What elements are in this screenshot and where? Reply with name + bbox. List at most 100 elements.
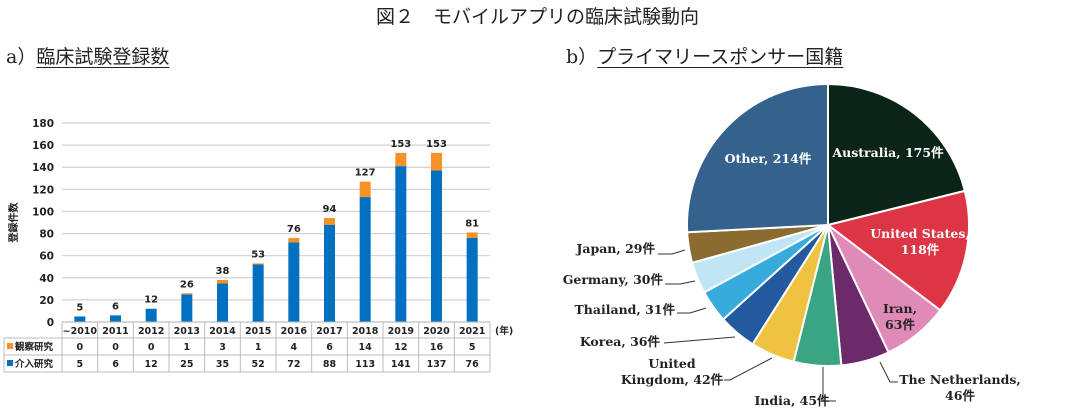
bar-観察研究 xyxy=(466,232,478,238)
legend-swatch xyxy=(7,343,13,349)
x-tick-label: 2018 xyxy=(352,326,379,337)
bar-介入研究 xyxy=(217,283,228,322)
total-label: 6 xyxy=(112,301,119,312)
y-tick-label: 0 xyxy=(47,317,54,329)
legend-label: 介入研究 xyxy=(14,358,54,370)
x-tick-label: 2016 xyxy=(281,326,308,337)
pie-label-thailand: Thailand, 31件 xyxy=(574,302,675,317)
bar-観察研究 xyxy=(181,293,193,295)
table-value: 4 xyxy=(291,342,298,353)
leader-line xyxy=(822,367,836,402)
table-value: 12 xyxy=(145,359,158,370)
bar-介入研究 xyxy=(431,170,442,322)
total-label: 153 xyxy=(426,139,447,150)
x-tick-label: 2020 xyxy=(423,326,450,337)
panel-a-heading: a）臨床試験登録数 xyxy=(6,42,169,69)
x-tick-label: 2012 xyxy=(138,326,164,337)
x-tick-label: 2015 xyxy=(245,326,271,337)
y-tick-label: 20 xyxy=(39,295,54,307)
panel-b-prefix: b） xyxy=(566,46,598,68)
total-label: 127 xyxy=(355,168,376,179)
bar-観察研究 xyxy=(359,181,371,198)
y-tick-label: 40 xyxy=(39,273,54,285)
leader-line xyxy=(665,280,696,285)
panel-b-heading: b）プライマリースポンサー国籍 xyxy=(566,42,843,69)
y-tick-label: 180 xyxy=(32,118,54,130)
table-value: 141 xyxy=(391,359,411,370)
pie-slice-australia xyxy=(827,82,967,227)
table-value: 5 xyxy=(77,359,84,370)
y-tick-label: 140 xyxy=(32,162,54,174)
bar-介入研究 xyxy=(324,224,335,322)
bar-介入研究 xyxy=(288,242,300,322)
pie-label-other: Other, 214件 xyxy=(725,151,812,166)
leader-line xyxy=(879,361,898,383)
x-tick-label: 2017 xyxy=(316,326,342,337)
bar-介入研究 xyxy=(181,294,193,322)
legend-label: 観察研究 xyxy=(15,341,54,353)
bar-介入研究 xyxy=(395,166,407,322)
y-tick-label: 160 xyxy=(32,140,54,152)
bar-介入研究 xyxy=(74,316,86,322)
table-value: 137 xyxy=(427,359,447,370)
panel-b-title: プライマリースポンサー国籍 xyxy=(597,46,844,68)
y-tick-label: 120 xyxy=(32,184,54,196)
x-tick-label: 2013 xyxy=(174,326,200,337)
pie-label-australia: Australia, 175件 xyxy=(831,145,944,160)
leader-line xyxy=(658,249,686,255)
pie-slice-united-states xyxy=(825,189,970,312)
table-value: 12 xyxy=(394,342,407,353)
table-value: 88 xyxy=(323,359,337,370)
leader-line xyxy=(724,357,773,381)
table-value: 16 xyxy=(430,342,444,353)
table-value: 0 xyxy=(77,342,84,353)
x-tick-label: ~2010 xyxy=(63,326,98,337)
bar-観察研究 xyxy=(431,152,442,171)
table-value: 52 xyxy=(252,359,265,370)
bar-介入研究 xyxy=(110,315,121,322)
bar-観察研究 xyxy=(395,152,407,167)
panel-a-prefix: a） xyxy=(6,46,37,68)
table-value: 76 xyxy=(466,359,480,370)
table-value: 0 xyxy=(148,342,155,353)
y-tick-label: 100 xyxy=(32,206,54,218)
total-label: 38 xyxy=(216,266,230,277)
pie-label-india: India, 45件 xyxy=(754,393,830,408)
y-axis-label: 登録件数 xyxy=(7,202,20,244)
pie-label-the-netherlands: The Netherlands, 46件 xyxy=(899,372,1021,403)
total-label: 153 xyxy=(390,139,411,150)
bar-観察研究 xyxy=(252,263,264,265)
table-value: 6 xyxy=(326,342,333,353)
bar-介入研究 xyxy=(359,197,371,322)
legend-swatch xyxy=(7,360,13,366)
table-value: 0 xyxy=(112,342,119,353)
total-label: 5 xyxy=(76,302,83,313)
pie-chart: Australia, 175件 United States, 118件 Iran, 63… xyxy=(563,82,1021,408)
table-value: 3 xyxy=(219,342,226,353)
bar-介入研究 xyxy=(252,264,264,322)
bar-介入研究 xyxy=(466,237,478,322)
pie-label-iran: Iran, 63件 xyxy=(883,301,917,332)
pie-label-korea: Korea, 36件 xyxy=(580,334,661,349)
total-label: 53 xyxy=(251,249,265,260)
pie-label-united-states: United States, 118件 xyxy=(870,226,970,257)
total-label: 26 xyxy=(180,279,194,290)
x-tick-label: 2021 xyxy=(459,326,485,337)
pie-label-united-kingdom: United Kingdom, 42件 xyxy=(621,356,724,387)
bar-観察研究 xyxy=(217,279,228,284)
total-label: 94 xyxy=(323,204,337,215)
x-tick-label: 2014 xyxy=(209,326,236,337)
bar-観察研究 xyxy=(288,237,300,243)
total-label: 12 xyxy=(144,295,158,306)
table-value: 72 xyxy=(287,359,300,370)
table-value: 14 xyxy=(359,342,373,353)
y-tick-label: 80 xyxy=(39,229,54,241)
pie-label-japan: Japan, 29件 xyxy=(575,241,655,256)
table-value: 1 xyxy=(184,342,191,353)
x-axis-unit: (年) xyxy=(495,325,513,337)
leader-line xyxy=(663,336,736,344)
total-label: 76 xyxy=(287,224,301,235)
bar-観察研究 xyxy=(324,218,335,225)
